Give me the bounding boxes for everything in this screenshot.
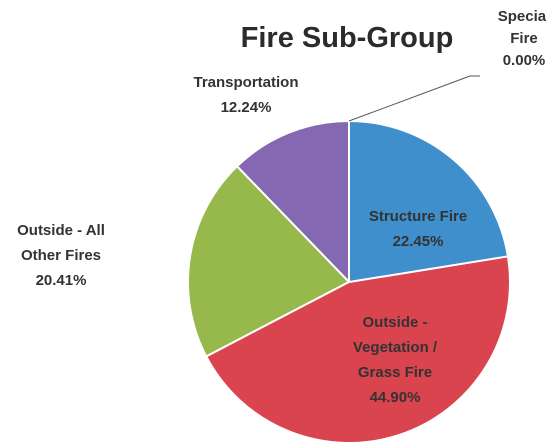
pie-slice [204, 255, 511, 442]
pie-slice [235, 119, 350, 285]
slice-label: Structure Fire 22.45% [350, 204, 486, 254]
value-label: 20.41% [35, 272, 87, 289]
value-label: 44.90% [369, 389, 421, 406]
chart-title: Fire Sub-Group [240, 22, 454, 54]
slice-label: Outside - All Other Fires 20.41% [5, 218, 117, 293]
value-label: 22.45% [392, 233, 444, 250]
slice-label: Special Fire 0.00% [494, 6, 546, 72]
slice-label: Transportation 12.24% [183, 70, 309, 120]
leader-line [348, 75, 471, 122]
value-label: 12.24% [220, 99, 272, 116]
category-label: Outside - Vegetation / Grass Fire [352, 314, 438, 381]
category-label: Structure Fire [368, 208, 468, 225]
slice-label: Outside - Vegetation / Grass Fire 44.90% [335, 310, 455, 410]
category-label: Transportation [193, 74, 299, 91]
value-label: 0.00% [502, 52, 546, 69]
pie-slice [348, 119, 510, 284]
pie-slice [187, 164, 351, 358]
category-label: Special Fire [497, 8, 546, 47]
category-label: Outside - All Other Fires [17, 222, 105, 264]
